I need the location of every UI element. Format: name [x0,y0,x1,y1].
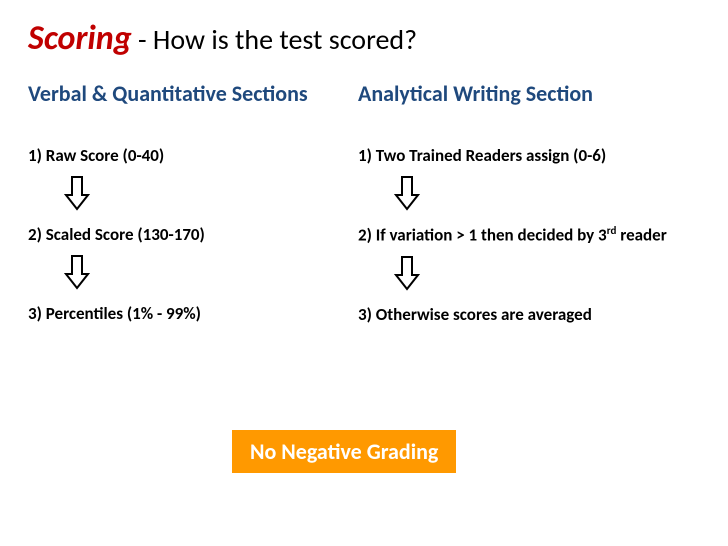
arrow-wrap [28,245,348,299]
left-step-1: 1) Raw Score (0-40) [28,145,348,166]
arrow-wrap [358,246,700,300]
down-arrow-icon [64,175,90,211]
right-step-2-sup: rd [607,224,617,237]
arrow-wrap [28,166,348,220]
right-heading: Analytical Writing Section [358,81,700,141]
title-main: Scoring [28,18,132,59]
arrow-wrap [358,166,700,220]
left-step-2: 2) Scaled Score (130-170) [28,224,348,245]
down-arrow-icon [394,175,420,211]
right-step-1: 1) Two Trained Readers assign (0-6) [358,145,700,166]
down-arrow-icon [394,255,420,291]
right-step-2: 2) If variation > 1 then decided by 3rd … [358,224,700,246]
slide: Scoring - How is the test scored? Verbal… [0,0,728,546]
down-arrow-icon [64,254,90,290]
title-sub: - How is the test scored? [132,22,417,57]
columns: Verbal & Quantitative Sections 1) Raw Sc… [28,81,700,325]
right-step-3: 3) Otherwise scores are averaged [358,304,700,325]
right-step-2-pre: 2) If variation > 1 then decided by 3 [358,225,607,246]
right-column: Analytical Writing Section 1) Two Traine… [358,81,700,325]
callout-box: No Negative Grading [232,430,456,473]
left-column: Verbal & Quantitative Sections 1) Raw Sc… [28,81,348,325]
left-heading: Verbal & Quantitative Sections [28,81,348,141]
right-step-2-post: reader [616,225,666,246]
left-step-3: 3) Percentiles (1% - 99%) [28,303,348,324]
slide-title: Scoring - How is the test scored? [28,18,700,59]
